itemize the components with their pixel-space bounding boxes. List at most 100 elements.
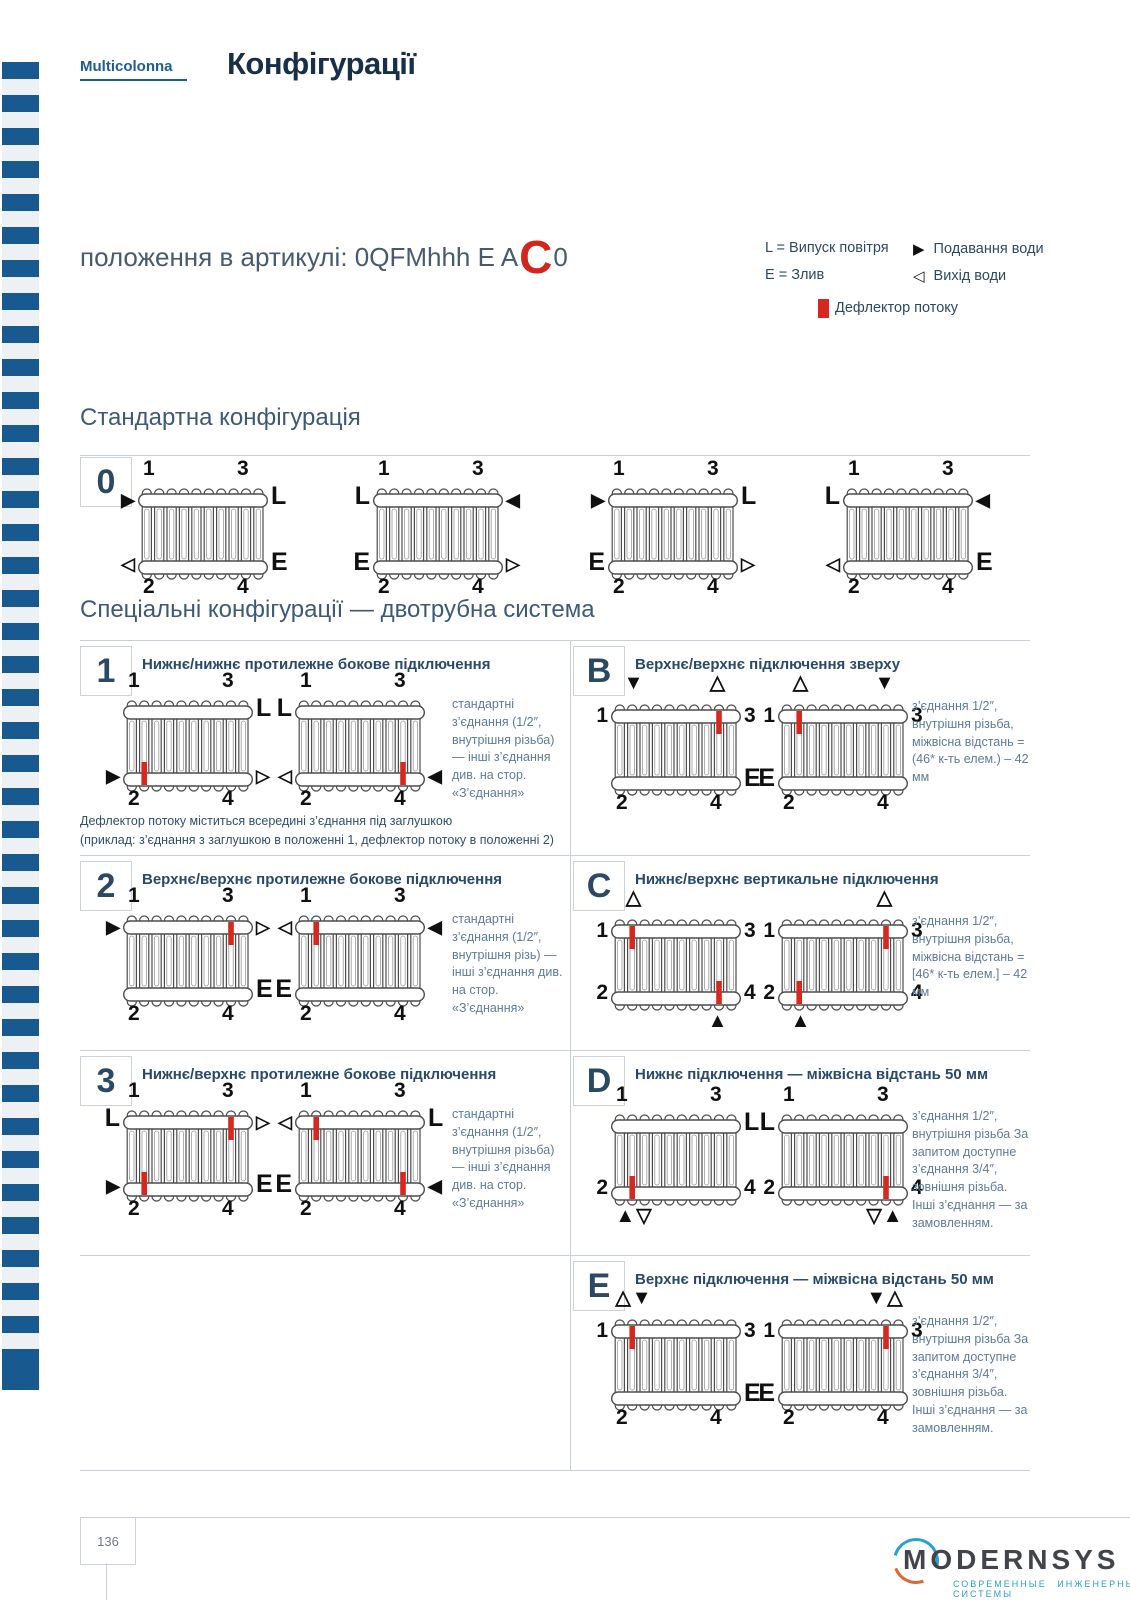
water-supply-arrow: ▶: [106, 1176, 120, 1196]
port-number: 3: [877, 1083, 889, 1106]
port-number: 2: [613, 575, 625, 598]
port-letter: L: [104, 1104, 120, 1132]
radiator-graphic: [778, 1319, 908, 1411]
water-supply-arrow: ▲: [707, 1010, 729, 1032]
radiator-diagram: 1 3 2 4 ▶ L ◁ E: [115, 456, 291, 608]
radiator-diagram: 1 3 2 4 L ◁ ◀: [272, 668, 448, 820]
port-number: 1: [300, 884, 312, 907]
page-number: 136: [97, 1533, 119, 1549]
flow-arrows: △▼: [615, 1287, 653, 1309]
port-number: 1: [128, 1079, 140, 1102]
legend-deflector-label: Дефлектор потоку: [835, 300, 959, 316]
config-badge: B: [573, 646, 625, 696]
legend-outlet-label: Вихід води: [933, 268, 1007, 284]
table-border-line: [80, 640, 1030, 641]
port-number: 3: [710, 1083, 722, 1106]
port-number: 3: [394, 884, 406, 907]
deflector-footnote: (приклад: з’єднання з заглушкою в положе…: [80, 833, 554, 847]
water-supply-arrow: ▶: [591, 490, 605, 510]
port-number: 2: [128, 1197, 140, 1220]
water-supply-arrow: ▼: [623, 672, 645, 694]
config-badge: D: [573, 1056, 625, 1106]
port-number: 3: [394, 1079, 406, 1102]
port-letter: E: [275, 1170, 292, 1198]
port-number: 3: [222, 669, 234, 692]
water-outlet-arrow: ▷: [506, 554, 520, 574]
article-prefix: положення в артикулі: 0QFMhhh E A: [80, 241, 519, 272]
port-number: 2: [783, 1406, 795, 1429]
port-letter: E: [758, 1379, 775, 1407]
port-number: 3: [911, 919, 923, 942]
port-number: 3: [942, 457, 954, 480]
port-number: 3: [744, 919, 756, 942]
water-outlet-arrow: △: [792, 672, 810, 694]
water-outlet-arrow: ▷: [256, 1112, 270, 1132]
port-number: 1: [616, 1083, 628, 1106]
port-letter: L: [276, 694, 292, 722]
flow-deflector: [796, 711, 802, 734]
config-row-title: Нижнє/нижнє протилежне бокове підключенн…: [142, 656, 491, 673]
water-supply-arrow: ▶: [106, 917, 120, 937]
port-number: 2: [300, 787, 312, 810]
radiator-diagram: 1 3 2 4 ◁ ◀ E: [272, 883, 448, 1035]
port-letter: E: [744, 764, 761, 792]
water-supply-arrow: ◀: [976, 490, 990, 510]
connection-note: з’єднання 1/2″, внутрішня різьба За запи…: [912, 1314, 1029, 1435]
config-row-title: Нижнє/верхнє вертикальне підключення: [635, 871, 939, 888]
port-number: 3: [472, 457, 484, 480]
flow-deflector: [400, 762, 406, 785]
standard-section-title: Стандартна конфігурація: [80, 404, 361, 431]
port-number: 1: [143, 457, 155, 480]
flow-arrows: ▲▽: [615, 1205, 653, 1227]
port-number: 2: [128, 1002, 140, 1025]
config-badge: E: [573, 1261, 625, 1311]
port-letter: L: [428, 1104, 444, 1132]
legend-deflector: Дефлектор потоку: [835, 300, 958, 316]
config-badge: C: [573, 861, 625, 911]
port-number: 2: [596, 981, 608, 1004]
port-number: 1: [763, 1319, 775, 1342]
port-number: 4: [707, 575, 719, 598]
flow-deflector: [716, 981, 722, 1004]
port-number: 1: [613, 457, 625, 480]
page-number-box: 136: [80, 1517, 136, 1565]
radiator-diagram: 1 3 2 4 L ▽▲: [755, 1082, 931, 1234]
flow-deflector: [400, 1172, 406, 1195]
water-outlet-arrow: ◁: [278, 917, 292, 937]
radiator-graphic: [295, 1110, 425, 1202]
config-badge: 3: [80, 1056, 132, 1106]
outlet-arrow-icon: ◁: [913, 268, 925, 285]
water-outlet-arrow: △: [876, 887, 894, 909]
port-number: 2: [848, 575, 860, 598]
water-supply-arrow: ◀: [506, 490, 520, 510]
connection-note: стандартні з’єднання (1/2″, внутрішня рі…: [452, 697, 555, 800]
radiator-graphic: [123, 915, 253, 1007]
table-border-line: [80, 855, 1030, 856]
port-letter: L: [824, 482, 840, 510]
radiator-graphic: [611, 1319, 741, 1411]
port-number: 3: [911, 704, 923, 727]
port-number: 1: [596, 704, 608, 727]
table-divider-line: [570, 640, 571, 1470]
flow-deflector: [883, 1326, 889, 1349]
port-number: 4: [877, 1406, 889, 1429]
water-supply-arrow: ◀: [428, 1176, 442, 1196]
flow-deflector: [629, 926, 635, 949]
port-number: 2: [763, 981, 775, 1004]
port-letter: L: [741, 482, 757, 510]
radiator-diagram: 1 3 2 4 L ▶ ▷: [100, 668, 276, 820]
port-letter: E: [976, 548, 993, 576]
port-number: 2: [378, 575, 390, 598]
radiator-graphic: [123, 700, 253, 792]
water-outlet-arrow: ▷: [256, 917, 270, 937]
radiator-graphic: [608, 488, 738, 580]
deflector-swatch-icon: [818, 299, 829, 318]
water-outlet-arrow: ◁: [278, 1112, 292, 1132]
port-number: 4: [744, 981, 756, 1004]
logo-name: MODERNSYS: [903, 1544, 1120, 1575]
water-outlet-arrow: △: [625, 887, 643, 909]
port-number: 1: [763, 919, 775, 942]
supply-arrow-icon: ▶: [913, 241, 925, 258]
